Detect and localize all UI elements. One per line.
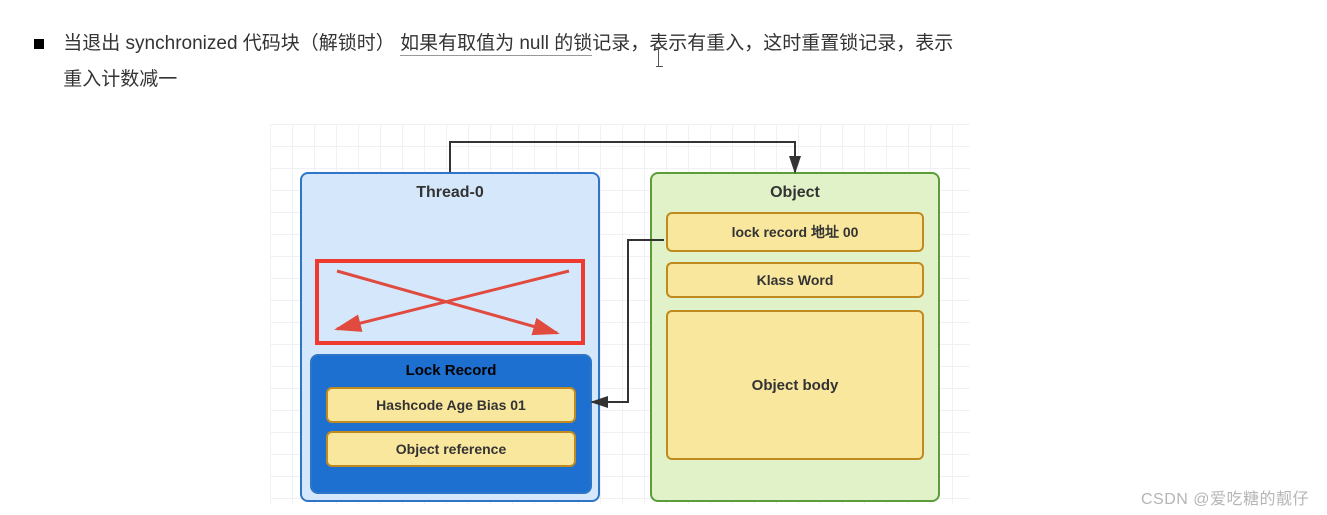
lock-record-row-objref: Object reference — [326, 431, 576, 467]
bullet-line2: 重入计数减一 — [63, 69, 177, 90]
object-title: Object — [652, 184, 938, 202]
list-bullet — [34, 39, 44, 49]
lock-record-row-hashcode: Hashcode Age Bias 01 — [326, 387, 576, 423]
bullet-paragraph: 当退出 synchronized 代码块（解锁时） 如果有取值为 null 的锁… — [34, 26, 1267, 98]
bullet-mid: 记录，表示有重入，这时重置锁记录，表示 — [592, 33, 953, 54]
thread-title: Thread-0 — [302, 184, 598, 202]
object-row-lockrecord-addr: lock record 地址 00 — [666, 212, 924, 252]
object-body-label: Object body — [752, 377, 839, 394]
bullet-underlined: 如果有取值为 null 的锁 — [400, 33, 592, 56]
lock-record-panel: Lock Record Hashcode Age Bias 01 Object … — [310, 354, 592, 494]
cross-arrows-icon — [319, 263, 581, 341]
bullet-prefix: 当退出 synchronized 代码块（解锁时） — [63, 33, 395, 54]
text-cursor-icon — [658, 48, 660, 66]
diagram-area: Thread-0 Lock Record Hashcode Age Bias 0… — [270, 124, 970, 504]
object-panel: Object lock record 地址 00 Klass Word Obje… — [650, 172, 940, 502]
object-row-klass-word: Klass Word — [666, 262, 924, 298]
null-lock-record-box — [315, 259, 585, 345]
watermark-text: CSDN @爱吃糖的靓仔 — [1141, 485, 1309, 509]
object-body: Object body — [666, 310, 924, 460]
lock-record-title: Lock Record — [312, 362, 590, 379]
bullet-text: 当退出 synchronized 代码块（解锁时） 如果有取值为 null 的锁… — [63, 26, 1266, 98]
